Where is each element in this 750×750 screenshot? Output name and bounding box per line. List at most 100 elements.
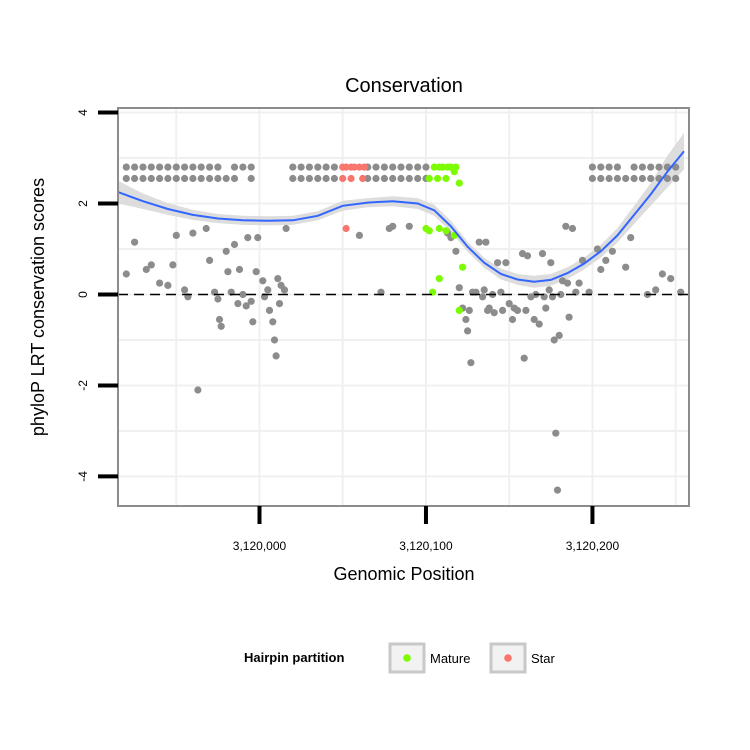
other-point: [242, 302, 250, 310]
other-point: [552, 429, 560, 437]
other-point: [545, 286, 553, 294]
other-point: [508, 315, 517, 324]
other-point: [672, 163, 680, 171]
other-point: [542, 304, 550, 312]
other-point: [597, 174, 605, 183]
other-point: [164, 163, 172, 171]
other-point: [397, 174, 405, 183]
y-tick-label: -2: [76, 380, 90, 391]
legend: Hairpin partition Mature Star: [244, 642, 556, 674]
other-point: [389, 222, 397, 230]
mature-point: [434, 174, 442, 183]
other-point: [322, 174, 330, 183]
other-point: [252, 268, 260, 276]
other-point: [169, 261, 177, 269]
other-point: [597, 163, 605, 171]
other-point: [565, 313, 573, 321]
legend-label-star: Star: [531, 651, 556, 666]
other-point: [172, 231, 180, 239]
y-tick-label: 4: [76, 109, 90, 116]
other-point: [380, 163, 388, 171]
other-point: [613, 163, 622, 171]
other-point: [264, 286, 272, 294]
other-point: [502, 259, 510, 267]
y-axis-title: phyloP LRT conservation scores: [28, 178, 48, 436]
mature-point: [455, 179, 463, 187]
other-point: [672, 174, 680, 183]
mature-point: [435, 224, 443, 233]
other-point: [222, 247, 230, 255]
other-point: [305, 174, 313, 183]
other-point: [405, 163, 413, 171]
other-point: [372, 174, 380, 183]
other-point: [217, 322, 225, 330]
other-point: [269, 318, 277, 326]
other-point: [505, 300, 513, 308]
x-tick-label: 3,120,100: [399, 539, 453, 553]
other-point: [275, 300, 284, 308]
other-point: [588, 163, 597, 171]
other-point: [550, 336, 558, 344]
points-layer: [122, 163, 685, 494]
other-point: [147, 163, 155, 171]
other-point: [364, 174, 372, 183]
x-axis-title: Genomic Position: [333, 564, 474, 584]
other-point: [181, 286, 189, 294]
legend-label-mature: Mature: [430, 651, 470, 666]
other-point: [147, 174, 155, 183]
other-point: [259, 277, 267, 285]
other-point: [270, 336, 279, 344]
legend-marker-star: [504, 654, 512, 662]
other-point: [247, 163, 255, 171]
other-point: [522, 306, 530, 314]
other-point: [380, 174, 388, 183]
other-point: [206, 256, 214, 264]
other-point: [131, 174, 139, 183]
other-point: [322, 163, 330, 171]
other-point: [608, 247, 617, 255]
mature-point: [455, 306, 463, 314]
other-point: [202, 224, 210, 233]
other-point: [622, 263, 630, 271]
other-point: [490, 309, 498, 317]
other-point: [139, 163, 147, 171]
other-point: [265, 306, 274, 314]
other-point: [578, 256, 587, 264]
x-axis: 3,120,000 3,120,100 3,120,200: [233, 506, 619, 553]
other-point: [480, 286, 488, 294]
other-point: [652, 286, 660, 294]
other-point: [389, 163, 397, 171]
mature-point: [450, 168, 458, 176]
other-point: [139, 174, 147, 183]
other-point: [593, 245, 602, 253]
other-point: [234, 300, 242, 308]
star-point: [342, 224, 350, 233]
other-point: [197, 174, 205, 183]
other-point: [667, 275, 675, 283]
mature-point: [442, 227, 450, 235]
other-point: [164, 174, 172, 183]
mature-point: [425, 227, 433, 235]
mature-point: [442, 174, 450, 183]
other-point: [575, 279, 583, 287]
star-point: [359, 174, 367, 183]
other-point: [613, 174, 622, 183]
other-point: [530, 315, 538, 324]
star-point: [339, 174, 347, 183]
other-point: [297, 163, 305, 171]
other-point: [547, 259, 555, 267]
other-point: [247, 297, 255, 305]
x-tick-label: 3,120,000: [233, 539, 287, 553]
other-point: [655, 163, 663, 171]
other-point: [314, 174, 322, 183]
other-point: [122, 174, 130, 183]
y-tick-label: 0: [76, 291, 90, 298]
other-point: [485, 304, 493, 312]
other-point: [605, 174, 613, 183]
other-point: [602, 256, 610, 264]
other-point: [222, 174, 230, 183]
other-point: [194, 386, 202, 394]
other-point: [562, 222, 570, 230]
other-point: [272, 352, 280, 360]
other-point: [397, 163, 405, 171]
